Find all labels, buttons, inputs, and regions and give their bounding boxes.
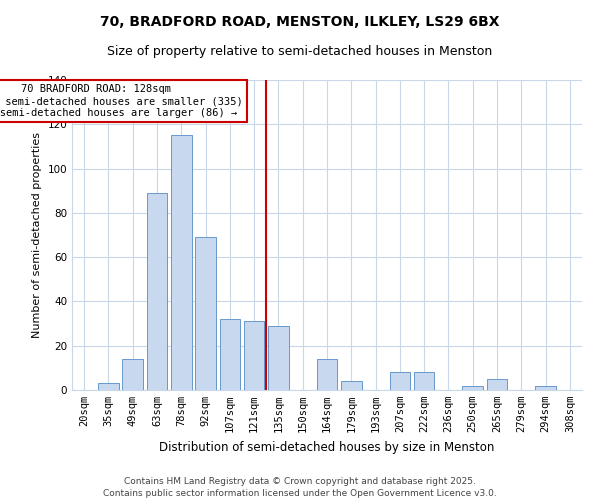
Text: Size of property relative to semi-detached houses in Menston: Size of property relative to semi-detach… xyxy=(107,45,493,58)
Bar xyxy=(414,372,434,390)
Y-axis label: Number of semi-detached properties: Number of semi-detached properties xyxy=(32,132,42,338)
Bar xyxy=(389,372,410,390)
Bar xyxy=(535,386,556,390)
Text: 70, BRADFORD ROAD, MENSTON, ILKLEY, LS29 6BX: 70, BRADFORD ROAD, MENSTON, ILKLEY, LS29… xyxy=(100,15,500,29)
Bar xyxy=(98,384,119,390)
Text: Contains HM Land Registry data © Crown copyright and database right 2025.: Contains HM Land Registry data © Crown c… xyxy=(124,478,476,486)
Bar xyxy=(487,379,508,390)
Bar xyxy=(171,136,191,390)
Bar xyxy=(122,359,143,390)
Bar xyxy=(268,326,289,390)
Bar xyxy=(220,319,240,390)
Bar xyxy=(463,386,483,390)
Bar xyxy=(341,381,362,390)
Bar xyxy=(146,193,167,390)
Bar xyxy=(244,322,265,390)
Bar xyxy=(195,237,216,390)
Text: 70 BRADFORD ROAD: 128sqm
← 79% of semi-detached houses are smaller (335)
20% of : 70 BRADFORD ROAD: 128sqm ← 79% of semi-d… xyxy=(0,84,243,117)
Text: Contains public sector information licensed under the Open Government Licence v3: Contains public sector information licen… xyxy=(103,489,497,498)
X-axis label: Distribution of semi-detached houses by size in Menston: Distribution of semi-detached houses by … xyxy=(160,440,494,454)
Bar xyxy=(317,359,337,390)
